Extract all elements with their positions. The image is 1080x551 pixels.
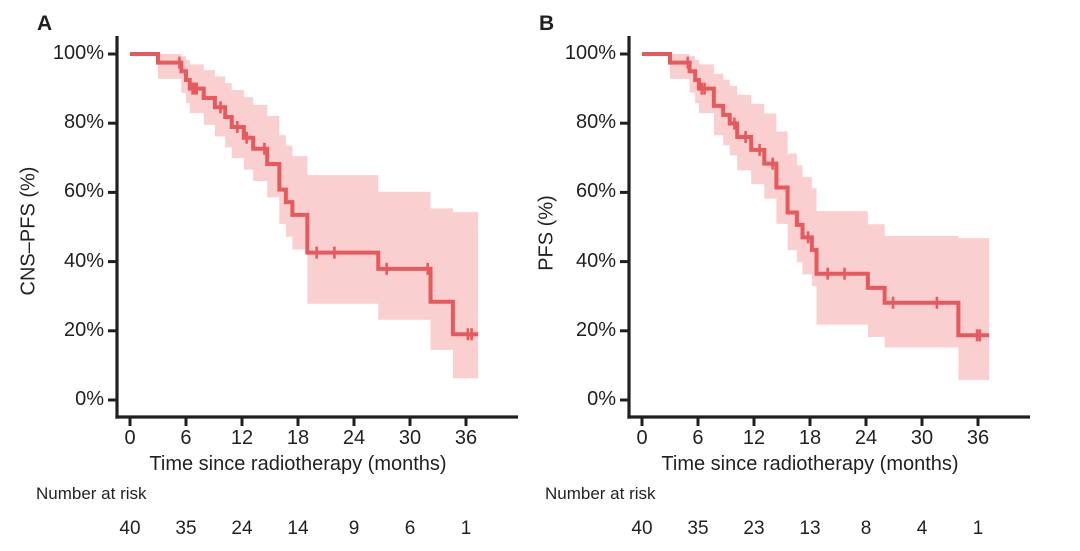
- y-tick-label: 100%: [52, 42, 104, 64]
- km-plot-a: [108, 36, 518, 426]
- x-tick-label: 12: [230, 427, 254, 449]
- km-plot-b: [620, 36, 1030, 426]
- panel-b-number-at-risk-label: Number at risk: [545, 484, 656, 503]
- confidence-band: [157, 54, 479, 379]
- y-tick-label: 0%: [587, 388, 616, 410]
- panel-a-x-axis-title: Time since radiotherapy (months): [149, 453, 447, 475]
- x-tick-label: 18: [798, 427, 822, 449]
- x-tick-label: 30: [910, 427, 934, 449]
- y-tick-label: 60%: [575, 180, 616, 203]
- risk-count: 40: [119, 518, 141, 539]
- x-tick-label: 0: [124, 427, 136, 449]
- x-tick-label: 6: [180, 427, 192, 449]
- x-tick-label: 0: [636, 427, 648, 449]
- risk-count: 35: [687, 518, 709, 539]
- risk-count: 8: [860, 518, 872, 539]
- x-tick-label: 30: [398, 427, 422, 449]
- y-tick-label: 60%: [63, 180, 104, 203]
- risk-count: 4: [916, 518, 928, 539]
- x-tick-label: 36: [454, 427, 478, 449]
- risk-count: 40: [631, 518, 653, 539]
- risk-count: 35: [175, 518, 197, 539]
- risk-count: 9: [348, 518, 360, 539]
- x-tick-label: 18: [286, 427, 310, 449]
- risk-count: 1: [972, 518, 984, 539]
- y-tick-label: 40%: [63, 249, 104, 272]
- confidence-band: [669, 54, 990, 380]
- y-tick-label: 80%: [575, 111, 616, 134]
- x-tick-label: 24: [854, 427, 878, 449]
- y-tick-label: 20%: [575, 318, 616, 341]
- survival-curve: [642, 52, 990, 338]
- risk-count: 1: [460, 518, 472, 539]
- panel-b-label: B: [539, 12, 555, 35]
- panel-a-label: A: [37, 12, 53, 35]
- x-tick-label: 12: [742, 427, 766, 449]
- risk-count: 23: [743, 518, 765, 539]
- x-tick-label: 6: [692, 427, 704, 449]
- x-tick-label: 24: [342, 427, 366, 449]
- survival-curve: [130, 52, 479, 337]
- panel-b-x-axis-title: Time since radiotherapy (months): [661, 453, 959, 475]
- risk-count: 14: [287, 518, 309, 539]
- risk-count: 13: [799, 518, 821, 539]
- y-tick-label: 0%: [75, 388, 104, 410]
- x-tick-label: 36: [966, 427, 990, 449]
- panel-a-number-at-risk-label: Number at risk: [36, 484, 147, 503]
- y-tick-label: 40%: [575, 249, 616, 272]
- risk-count: 24: [231, 518, 253, 539]
- risk-count: 6: [404, 518, 416, 539]
- y-tick-label: 20%: [63, 318, 104, 341]
- y-tick-label: 80%: [63, 111, 104, 134]
- y-tick-label: 100%: [564, 42, 616, 64]
